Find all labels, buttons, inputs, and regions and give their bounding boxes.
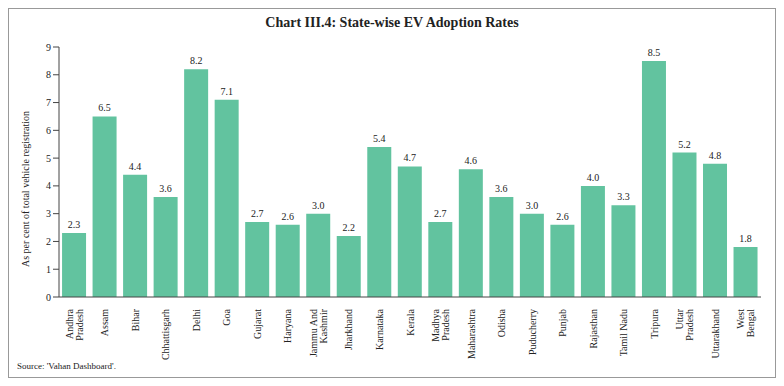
svg-text:8: 8 <box>46 69 51 80</box>
svg-text:Kerala: Kerala <box>405 308 416 335</box>
svg-text:Jammu AndKashmir: Jammu AndKashmir <box>308 308 329 357</box>
svg-text:Punjab: Punjab <box>557 309 568 337</box>
svg-text:3: 3 <box>46 208 51 219</box>
svg-text:Haryana: Haryana <box>282 308 293 342</box>
svg-text:5.2: 5.2 <box>678 139 691 150</box>
svg-text:3.6: 3.6 <box>159 183 172 194</box>
svg-text:9: 9 <box>46 42 51 53</box>
svg-text:1.8: 1.8 <box>739 233 752 244</box>
svg-text:4: 4 <box>46 180 51 191</box>
svg-text:Odisha: Odisha <box>496 308 507 337</box>
svg-text:Gujarat: Gujarat <box>252 309 263 339</box>
svg-text:5.4: 5.4 <box>373 133 386 144</box>
svg-text:8.2: 8.2 <box>190 55 203 66</box>
svg-text:3.0: 3.0 <box>312 200 325 211</box>
svg-text:8.5: 8.5 <box>648 47 661 58</box>
svg-text:Goa: Goa <box>221 308 232 325</box>
svg-text:Tripura: Tripura <box>649 308 660 338</box>
svg-text:4.7: 4.7 <box>404 152 417 163</box>
html-text:Chart III.4: State-wise EV Ado: Chart III.4: State-wise EV Adoption Rate… <box>265 15 519 30</box>
html-text:Source: 'Vahan Dashboard'.: Source: 'Vahan Dashboard'. <box>17 361 116 371</box>
svg-text:Jharkhand: Jharkhand <box>343 309 354 350</box>
svg-text:3.3: 3.3 <box>617 191 630 202</box>
svg-text:WestBengal: WestBengal <box>735 309 756 338</box>
svg-text:2.2: 2.2 <box>342 222 355 233</box>
svg-text:5: 5 <box>46 153 51 164</box>
svg-text:3.0: 3.0 <box>526 200 539 211</box>
svg-text:0: 0 <box>46 292 51 303</box>
svg-text:Delhi: Delhi <box>191 309 202 331</box>
svg-text:7.1: 7.1 <box>220 86 233 97</box>
svg-text:2: 2 <box>46 236 51 247</box>
svg-text:1: 1 <box>46 264 51 275</box>
svg-text:Bihar: Bihar <box>130 308 141 331</box>
svg-text:2.6: 2.6 <box>556 211 569 222</box>
svg-text:3.6: 3.6 <box>495 183 508 194</box>
svg-text:UttarPradesh: UttarPradesh <box>674 308 695 340</box>
svg-text:4.4: 4.4 <box>129 161 142 172</box>
svg-text:Tamil Nadu: Tamil Nadu <box>618 309 629 356</box>
svg-text:2.3: 2.3 <box>68 219 81 230</box>
svg-text:2.7: 2.7 <box>434 208 447 219</box>
svg-text:Puducherry: Puducherry <box>527 309 538 355</box>
svg-text:Uttarakhand: Uttarakhand <box>710 309 721 358</box>
svg-text:Assam: Assam <box>99 309 110 336</box>
svg-text:Maharashtra: Maharashtra <box>466 308 477 359</box>
svg-text:Rajasthan: Rajasthan <box>588 309 599 348</box>
svg-text:6: 6 <box>46 125 51 136</box>
svg-text:Chhattisgarh: Chhattisgarh <box>160 309 171 360</box>
svg-text:6.5: 6.5 <box>98 102 111 113</box>
svg-text:7: 7 <box>46 97 51 108</box>
svg-text:MadhyaPradesh: MadhyaPradesh <box>430 308 451 341</box>
svg-text:AndhraPradesh: AndhraPradesh <box>64 308 85 340</box>
svg-text:2.7: 2.7 <box>251 208 264 219</box>
svg-text:4.6: 4.6 <box>465 155 478 166</box>
svg-text:Karnataka: Karnataka <box>374 308 385 350</box>
svg-text:4.8: 4.8 <box>709 150 722 161</box>
svg-text:2.6: 2.6 <box>281 211 294 222</box>
svg-text:As per cent of total vehicle r: As per cent of total vehicle registratio… <box>20 111 31 267</box>
svg-text:4.0: 4.0 <box>587 172 600 183</box>
